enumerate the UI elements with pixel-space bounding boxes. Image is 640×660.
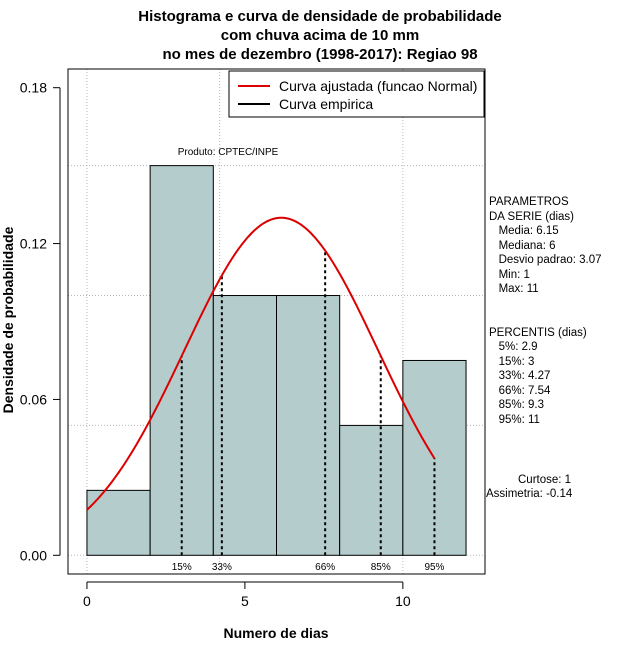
percentile-label-1: 33% [212,562,232,573]
y-tick-label-3: 0.18 [20,80,47,96]
histogram-bars [86,165,467,556]
chart-title-line-3: no mes de dezembro (1998-2017): Regiao 9… [162,46,478,63]
x-tick-label-2: 10 [395,593,411,609]
percentile-lines: 15% 33% 66% 85% 95% [172,250,445,573]
percentile-label-2: 66% [315,562,335,573]
y-tick-label-1: 0.06 [20,391,47,407]
percentis-title: PERCENTIS (dias) [489,327,587,339]
histogram-bar-4 [339,424,404,556]
legend-empirical-label: Curva empirica [279,96,373,112]
x-tick-label-1: 5 [241,593,249,609]
product-annotation: Produto: CPTEC/INPE [178,147,279,158]
parametros-values: Media: 6.15 Mediana: 6 Desvio padrao: 3.… [498,225,602,295]
y-axis-label: Densidade de probabilidade [0,226,16,413]
histogram-bar-0 [86,489,151,556]
chart-title-line-1: Histograma e curva de densidade de proba… [138,8,502,25]
x-tick-label-0: 0 [83,593,91,609]
histogram-bar-3 [276,295,341,556]
curtose-value: Curtose: 1 [518,474,572,486]
legend-fitted-label: Curva ajustada (funcao Normal) [279,78,477,94]
y-tick-label-2: 0.12 [20,236,47,252]
parametros-title: PARAMETROS DA SERIE (dias) [489,196,574,223]
fitted-curve-layer [86,216,436,511]
percentile-label-3: 85% [371,562,391,573]
assimetria-value: Assimetria: -0.14 [486,488,573,500]
histogram-bar-2 [212,295,277,556]
percentile-label-4: 95% [424,562,444,573]
axes: 0 5 10 0.00 0.06 0.12 0.18 [20,80,411,609]
legend: Curva ajustada (funcao Normal) Curva emp… [228,70,485,118]
fitted-normal-curve [86,216,436,511]
percentile-label-0: 15% [172,562,192,573]
y-tick-label-0: 0.00 [20,547,47,563]
x-axis-label: Numero de dias [223,625,328,641]
plot-frame [67,68,486,575]
legend-box [228,70,485,118]
chart-title-line-2: com chuva acima de 10 mm [220,27,420,44]
percentis-values: 5%: 2.9 15%: 3 33%: 4.27 66%: 7.54 85%: … [498,341,551,426]
